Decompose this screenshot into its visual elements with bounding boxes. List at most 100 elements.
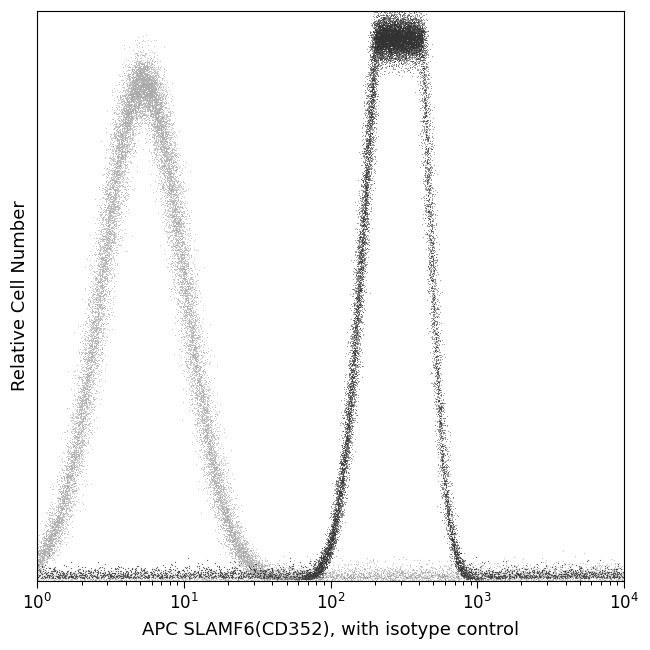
Point [73, 405, 84, 415]
Point [118, 105, 129, 116]
Point [306, 565, 316, 575]
Point [216, 514, 226, 524]
Point [438, 506, 448, 517]
Point [411, 569, 422, 580]
Point [173, 231, 183, 241]
Point [53, 528, 63, 538]
Point [190, 410, 201, 421]
Point [387, 24, 397, 34]
Point [56, 569, 66, 580]
Point [412, 35, 423, 46]
Point [601, 563, 612, 573]
Point [384, 10, 394, 21]
Point [240, 567, 250, 578]
Point [150, 88, 160, 98]
Point [376, 569, 387, 579]
Point [359, 237, 369, 247]
Point [292, 569, 302, 580]
Point [523, 573, 534, 584]
Point [519, 567, 530, 578]
Point [408, 572, 419, 582]
Point [547, 569, 557, 580]
Point [332, 492, 342, 502]
Point [395, 44, 406, 54]
Point [443, 517, 453, 528]
Point [74, 408, 85, 419]
Point [352, 353, 362, 363]
Point [345, 421, 356, 431]
Point [438, 450, 448, 461]
Point [98, 273, 109, 283]
Point [499, 575, 510, 586]
Point [388, 39, 398, 49]
Point [244, 565, 255, 575]
Point [317, 564, 327, 574]
Point [384, 33, 394, 44]
Point [370, 49, 380, 60]
Point [228, 553, 239, 564]
Point [128, 105, 138, 116]
Point [387, 37, 398, 47]
Point [365, 82, 376, 92]
Point [174, 266, 184, 277]
Point [352, 344, 363, 355]
Point [451, 541, 462, 552]
Point [135, 82, 145, 92]
Point [365, 93, 376, 103]
Point [202, 395, 212, 405]
Point [422, 207, 433, 217]
Point [120, 193, 131, 203]
Point [123, 107, 133, 118]
Point [101, 226, 111, 237]
Point [161, 186, 172, 196]
Point [271, 568, 281, 578]
Point [359, 304, 370, 314]
Point [381, 42, 391, 53]
Point [400, 31, 410, 41]
Point [326, 530, 336, 541]
Point [361, 197, 372, 207]
Point [82, 387, 92, 398]
Point [488, 565, 499, 575]
Point [398, 29, 409, 40]
Point [380, 38, 391, 48]
Point [339, 486, 350, 497]
Point [571, 567, 582, 577]
Point [417, 27, 427, 37]
Point [365, 157, 376, 167]
Point [348, 373, 359, 384]
Point [323, 547, 333, 558]
Point [383, 43, 393, 53]
Point [446, 537, 456, 547]
Point [381, 44, 391, 55]
Point [260, 560, 270, 571]
Point [96, 273, 106, 283]
Point [313, 570, 323, 580]
Point [114, 236, 125, 246]
Point [405, 39, 415, 49]
Point [185, 295, 196, 306]
Point [183, 552, 193, 563]
Point [420, 570, 430, 580]
Point [172, 223, 182, 233]
Point [417, 40, 427, 50]
Point [387, 31, 397, 42]
Point [179, 236, 190, 246]
Point [424, 264, 434, 274]
Point [468, 573, 478, 583]
Point [335, 488, 345, 499]
Point [411, 59, 421, 70]
Point [375, 32, 385, 42]
Point [61, 571, 72, 581]
Point [179, 244, 190, 255]
Point [126, 109, 136, 119]
Point [315, 562, 325, 573]
Point [82, 414, 92, 424]
Point [389, 64, 400, 74]
Point [459, 559, 469, 569]
Point [157, 134, 168, 144]
Point [500, 568, 511, 578]
Point [145, 86, 155, 96]
Point [224, 482, 235, 492]
Point [116, 59, 127, 70]
